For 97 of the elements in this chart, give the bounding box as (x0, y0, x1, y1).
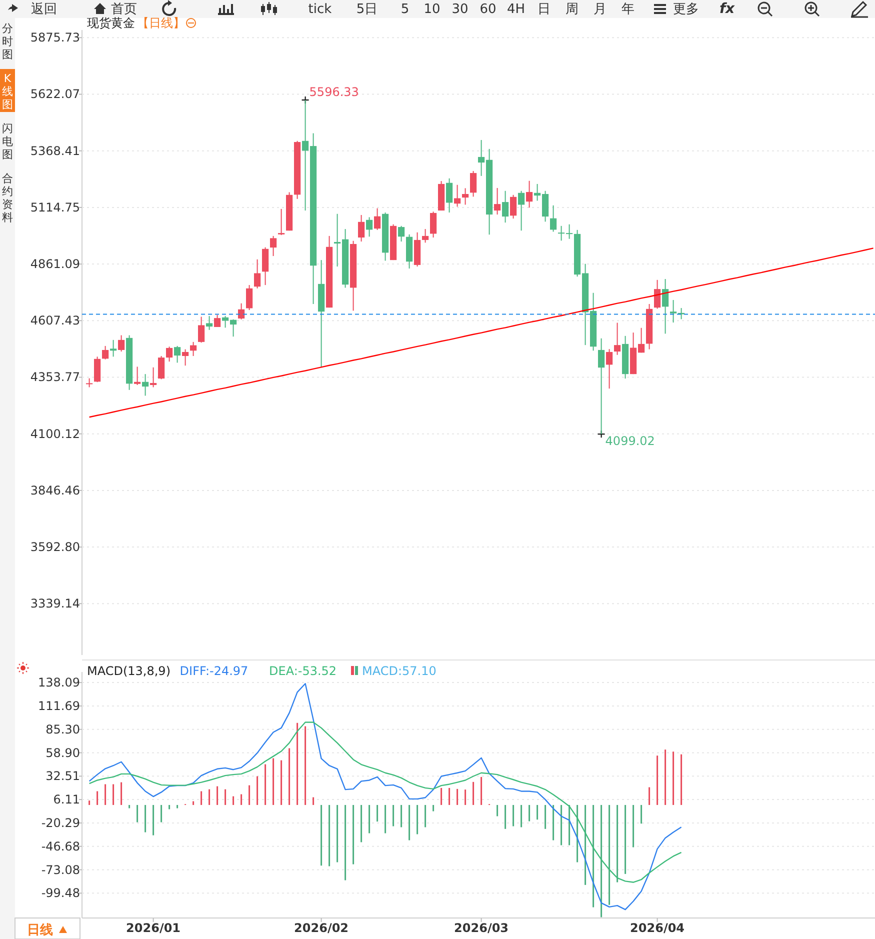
y-tick-label: 85.30 (46, 722, 80, 736)
text: 周 (566, 2, 578, 17)
candlestick (166, 346, 173, 362)
candlestick (134, 366, 141, 386)
text: 10 (424, 2, 440, 17)
text: 30 (452, 2, 468, 17)
annotation: 5596.33 (309, 84, 359, 99)
y-tick-label: -99.48 (41, 886, 80, 900)
candlestick (358, 214, 365, 242)
candlestick (462, 188, 469, 206)
candlestick (470, 170, 477, 198)
candlestick (110, 339, 117, 358)
text: 闪电图 (2, 122, 13, 161)
line-series (88, 248, 874, 418)
y-tick-label: 138.09 (38, 676, 80, 690)
candlestick (238, 302, 245, 320)
candlestick (254, 258, 261, 289)
y-tick-label: 6.11 (53, 792, 80, 807)
y-tick-label: 58.90 (46, 746, 80, 760)
candlestick (494, 187, 501, 216)
x-tick-label: 2026/01 (126, 921, 181, 935)
y-tick-label: -73.08 (41, 862, 80, 877)
text: 60 (480, 2, 496, 17)
candlestick (118, 334, 125, 352)
y-tick-label: 5875.73 (30, 30, 80, 45)
chart-subtitle: 【日线】 (137, 16, 185, 30)
line-series (88, 683, 682, 910)
candlestick (102, 345, 109, 360)
annotation: 4099.02 (605, 434, 655, 448)
text: 5 (400, 2, 410, 17)
text: 5日 (356, 2, 378, 17)
candlestick (614, 322, 621, 356)
y-tick-label: -46.68 (41, 839, 80, 854)
candlestick (518, 190, 525, 232)
text: 更多 (673, 2, 699, 17)
candlestick (550, 204, 557, 232)
y-tick-label: 4607.43 (30, 314, 80, 328)
candlestick (502, 190, 509, 224)
y-tick-label: 3592.80 (30, 540, 80, 554)
candlestick (206, 316, 213, 330)
candlestick (94, 356, 101, 383)
y-tick-label: -20.29 (41, 816, 80, 830)
candlestick (398, 225, 405, 242)
text: 月 (594, 2, 606, 17)
candlestick (654, 279, 661, 310)
y-tick-label: 5368.41 (30, 144, 80, 158)
candlestick (214, 314, 221, 328)
text: DIFF:-24.97 (180, 664, 248, 678)
text: 返回 (31, 2, 57, 17)
x-tick-label: 2026/04 (630, 921, 685, 935)
text: fx (719, 1, 736, 17)
y-tick-label: 5622.07 (30, 87, 80, 102)
candlestick (198, 316, 205, 344)
candlestick (422, 228, 429, 244)
candlestick (446, 178, 453, 214)
y-tick-label: 4100.12 (30, 426, 80, 441)
text: DEA:-53.52 (269, 664, 337, 678)
legend-label: MACD:57.10 (362, 664, 436, 678)
candlestick (190, 341, 197, 356)
text: 4H (506, 2, 526, 17)
y-tick-label: 4353.77 (30, 370, 80, 384)
candlestick (510, 194, 517, 220)
text: 日 (538, 2, 550, 17)
y-tick-label: 3339.14 (30, 596, 80, 611)
candlestick (662, 278, 669, 334)
candlestick (174, 345, 181, 364)
candlestick (158, 356, 165, 380)
candlestick (454, 184, 461, 208)
text: 合约资料 (2, 172, 13, 224)
candlestick (262, 246, 269, 286)
candlestick (526, 180, 533, 208)
candlestick (606, 348, 613, 390)
chart-title: 现货黄金 (87, 16, 135, 30)
candlestick (150, 366, 157, 388)
x-tick-label: 2026/02 (294, 921, 349, 935)
text: 年 (622, 2, 634, 17)
chart-title: MACD(13,8,9) (87, 664, 171, 678)
candlestick (430, 211, 437, 238)
text: tick (308, 2, 332, 17)
x-tick-label: 2026/03 (454, 921, 509, 935)
candlestick (366, 216, 373, 238)
text: 分时图 (2, 22, 13, 61)
y-tick-label: 3846.46 (30, 483, 80, 498)
candlestick (374, 208, 381, 230)
line-series (88, 722, 682, 883)
text: 首页 (111, 2, 137, 17)
y-tick-label: 111.69 (38, 698, 80, 713)
y-tick-label: 32.51 (46, 769, 80, 784)
y-tick-label: 5114.75 (30, 200, 80, 214)
text: 日线 (27, 923, 53, 938)
candlestick (270, 235, 277, 257)
candlestick (142, 374, 149, 396)
candlestick (278, 208, 285, 236)
candlestick (182, 348, 189, 366)
y-tick-label: 4861.09 (30, 257, 80, 272)
candlestick (246, 284, 253, 311)
text: K线图 (2, 72, 13, 111)
